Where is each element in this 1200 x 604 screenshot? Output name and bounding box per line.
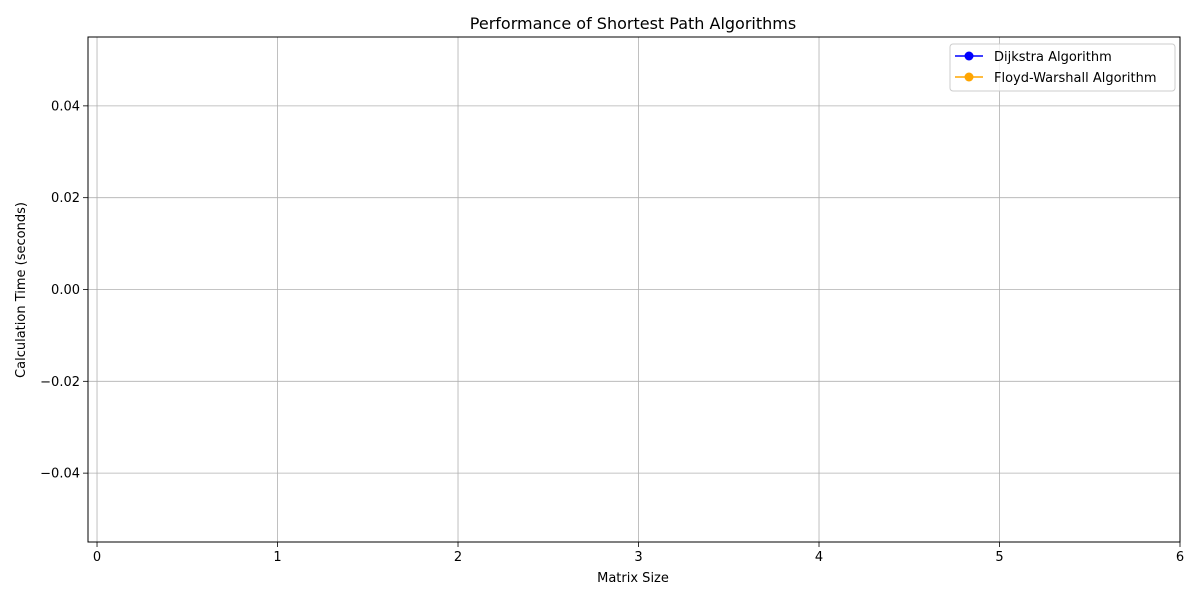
y-axis: −0.04 −0.02 0.00 0.02 0.04	[40, 99, 88, 482]
chart-title: Performance of Shortest Path Algorithms	[470, 14, 796, 33]
legend-box	[949, 43, 1176, 92]
x-tick-label: 3	[634, 550, 642, 565]
legend-marker-dijkstra	[964, 51, 974, 61]
y-tick-label: 0.02	[51, 191, 80, 206]
legend-label-floyd-warshall: Floyd-Warshall Algorithm	[994, 71, 1157, 86]
x-tick-label: 4	[815, 550, 823, 565]
y-tick-label: 0.04	[51, 99, 80, 114]
legend-label-dijkstra: Dijkstra Algorithm	[994, 50, 1112, 65]
x-tick-label: 0	[93, 550, 101, 565]
y-tick-label: −0.04	[40, 467, 80, 482]
y-tick-label: −0.02	[40, 375, 80, 390]
x-tick-label: 2	[454, 550, 462, 565]
grid-lines	[88, 37, 1181, 542]
y-axis-label: Calculation Time (seconds)	[14, 202, 29, 378]
x-tick-label: 6	[1176, 550, 1184, 565]
legend: Dijkstra Algorithm Floyd-Warshall Algori…	[949, 43, 1176, 92]
x-axis-label: Matrix Size	[597, 571, 669, 586]
legend-item-floyd-warshall: Floyd-Warshall Algorithm	[955, 71, 1157, 86]
x-tick-label: 5	[995, 550, 1003, 565]
x-tick-label: 1	[273, 550, 281, 565]
y-tick-label: 0.00	[51, 283, 80, 298]
x-axis: 0 1 2 3 4 5 6	[93, 542, 1184, 565]
legend-marker-floyd-warshall	[964, 72, 974, 82]
legend-item-dijkstra: Dijkstra Algorithm	[955, 50, 1112, 65]
